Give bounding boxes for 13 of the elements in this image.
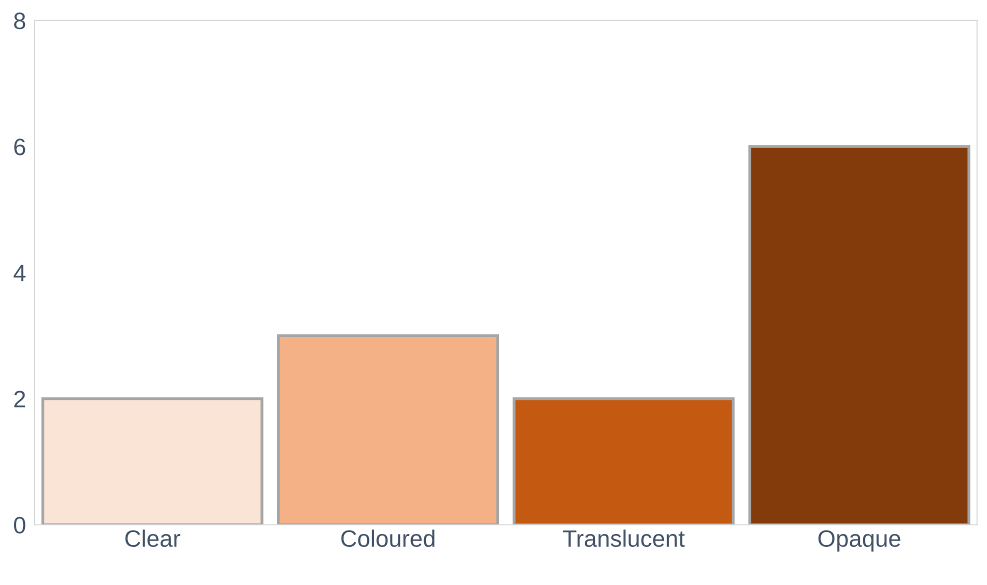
x-tick-label: Translucent bbox=[562, 530, 685, 547]
y-tick-label: 6 bbox=[14, 138, 26, 156]
y-tick-label: 4 bbox=[14, 264, 26, 282]
x-tick-label: Coloured bbox=[341, 530, 434, 547]
bar bbox=[277, 334, 499, 525]
y-tick-label: 8 bbox=[14, 12, 26, 30]
y-tick-label: 2 bbox=[14, 390, 26, 408]
bar bbox=[512, 397, 735, 525]
bar bbox=[748, 145, 970, 525]
x-tick-label: Opaque bbox=[818, 530, 900, 552]
x-tick-label: Clear bbox=[125, 530, 180, 547]
y-tick-label: 0 bbox=[14, 516, 26, 534]
bar bbox=[41, 397, 264, 525]
